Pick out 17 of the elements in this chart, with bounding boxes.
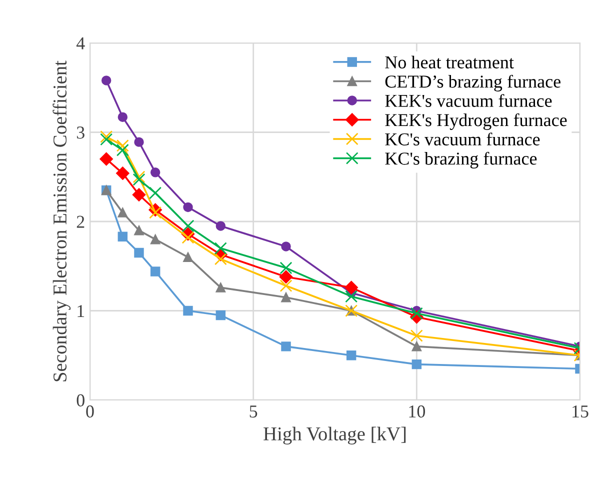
- x-tick-label: 5: [250, 406, 258, 418]
- y-axis-title: Secondary Electron Emission Coefficient: [52, 60, 71, 382]
- legend-label: KEK's vacuum furnace: [385, 94, 552, 107]
- y-tick-label: 4: [76, 37, 85, 50]
- x-tick-label: 15: [572, 405, 588, 418]
- legend-label: CETD’s brazing furnace: [385, 74, 560, 92]
- x-tick-label: 0: [86, 405, 94, 418]
- y-tick-label: 0: [76, 394, 84, 406]
- x-axis-title: High Voltage [kV]: [264, 426, 406, 444]
- legend-label: KC's vacuum furnace: [385, 132, 540, 146]
- legend-label: KC's brazing furnace: [385, 152, 537, 168]
- x-tick-label: 10: [409, 405, 426, 418]
- legend-label: KEK's Hydrogen furnace: [385, 113, 567, 130]
- y-tick-label: 3: [76, 126, 84, 139]
- y-tick-label: 2: [76, 216, 84, 228]
- legend-label: No heat treatment: [385, 56, 514, 68]
- y-tick-label: 1: [78, 305, 84, 318]
